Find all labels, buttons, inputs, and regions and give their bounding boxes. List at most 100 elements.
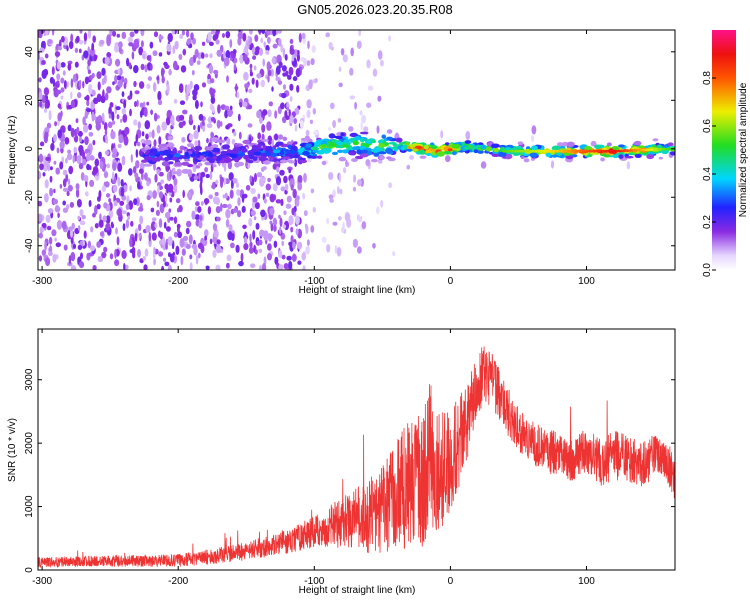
spectrogram-cell bbox=[225, 50, 231, 59]
spectrogram-cell bbox=[193, 84, 200, 91]
spectrogram-cell bbox=[301, 252, 307, 261]
spectrogram-ridge-core bbox=[583, 149, 590, 153]
spectrogram-cell bbox=[133, 38, 140, 49]
spectrogram-cell bbox=[294, 215, 300, 225]
spectrogram-cell bbox=[233, 63, 237, 71]
spectrogram-cell bbox=[66, 153, 73, 161]
spectrogram-cell bbox=[219, 176, 224, 184]
spectrogram-cell bbox=[349, 95, 356, 100]
spectrogram-ridge-cell bbox=[195, 155, 201, 158]
spectrogram-cell bbox=[377, 50, 383, 60]
spectrogram-cell bbox=[128, 42, 134, 47]
spectrogram-cell bbox=[44, 241, 47, 251]
spectrogram-cell bbox=[113, 184, 118, 193]
spectrogram-ridge-cell bbox=[287, 144, 292, 149]
spectrogram-cell bbox=[117, 79, 123, 88]
spectrogram-cell bbox=[167, 32, 173, 43]
snr-xtick-label: 100 bbox=[578, 576, 595, 587]
spectrogram-cell bbox=[46, 225, 52, 231]
spectrogram-cell bbox=[304, 223, 308, 229]
spectrogram-cell bbox=[200, 244, 205, 254]
spectrogram-cell bbox=[116, 236, 120, 246]
snr-series-line bbox=[38, 346, 675, 569]
spectrogram-cell bbox=[121, 91, 125, 98]
spectrogram-cell bbox=[81, 150, 86, 159]
spectrogram-cell bbox=[285, 203, 292, 209]
spectrogram-cell bbox=[210, 132, 215, 139]
spectrogram-ridge-cell bbox=[480, 144, 487, 150]
spectrogram-cell bbox=[265, 50, 270, 55]
spectrogram-cell bbox=[142, 256, 147, 261]
spectrogram-cell bbox=[229, 105, 233, 111]
spectrogram-cell bbox=[313, 130, 319, 136]
spectrogram-cell bbox=[240, 252, 244, 262]
spectrogram-cell bbox=[242, 54, 248, 62]
spectrogram-cell bbox=[245, 161, 249, 167]
spectrogram-ridge-core bbox=[522, 149, 529, 153]
spectrogram-cell bbox=[178, 83, 184, 93]
spectrogram-cell bbox=[206, 123, 213, 129]
spectrogram-cell bbox=[81, 215, 86, 220]
spectrogram-cell bbox=[109, 30, 113, 37]
spectrogram-cell bbox=[286, 255, 292, 261]
colorbar-ticks: 0.0 0.2 0.4 0.6 0.8 bbox=[702, 71, 716, 277]
spectrogram-cell bbox=[38, 213, 43, 222]
spectrogram-ridge-core bbox=[542, 149, 549, 153]
spectrogram-cell bbox=[158, 191, 164, 199]
spectrogram-cell bbox=[365, 159, 371, 167]
spectrogram-cell bbox=[216, 119, 221, 129]
spectrogram-ridge-cell bbox=[584, 146, 592, 151]
spectrogram-ridge-cell bbox=[354, 136, 361, 141]
spectrogram-cell bbox=[91, 42, 95, 51]
spectrogram-cell bbox=[106, 163, 111, 169]
snr-xtick-label: 0 bbox=[448, 576, 454, 587]
spectrogram-cell bbox=[310, 188, 315, 194]
spectrogram-cell bbox=[44, 99, 48, 110]
spectrogram-cell bbox=[376, 206, 380, 215]
spectrogram-cell bbox=[55, 242, 61, 248]
spectrogram-cell bbox=[161, 265, 165, 270]
spectrogram-ridge-core bbox=[559, 149, 565, 153]
spectrogram-ridge-cell bbox=[293, 154, 299, 159]
spectrogram-cell bbox=[136, 99, 139, 108]
spectrogram-ridge-cell bbox=[272, 149, 281, 154]
spectrogram-cell bbox=[326, 244, 331, 253]
spectrogram-ridge-core bbox=[608, 149, 614, 153]
spectrogram-cell bbox=[134, 232, 138, 242]
spectrogram-cell bbox=[297, 182, 303, 191]
spectrogram-cell bbox=[59, 184, 63, 189]
spectrogram-cell bbox=[182, 189, 185, 199]
spectrogram-cell bbox=[77, 244, 83, 251]
spectrogram-cell bbox=[51, 30, 55, 36]
spectrogram-ridge-cell bbox=[505, 153, 513, 160]
spectrogram-cell bbox=[108, 209, 114, 219]
spectrogram-cell bbox=[180, 65, 187, 73]
spectrogram-cell bbox=[235, 83, 238, 93]
spectrogram-cell bbox=[47, 208, 54, 214]
spectrogram-cell bbox=[215, 206, 221, 214]
spectrogram-ridge-core bbox=[538, 149, 545, 153]
spectrogram-cell bbox=[366, 102, 372, 108]
spectrogram-cell bbox=[141, 172, 144, 181]
spectrogram-cell bbox=[67, 124, 72, 132]
spectrogram-cell bbox=[104, 56, 110, 65]
spectrogram-cell bbox=[328, 127, 331, 131]
spectrogram-cell bbox=[209, 78, 215, 84]
spectrogram-cell bbox=[377, 95, 382, 102]
spectrogram-cell bbox=[197, 252, 201, 259]
spectrogram-cell bbox=[112, 120, 116, 125]
spectrogram-cell bbox=[107, 121, 113, 129]
spectrogram-cell bbox=[363, 126, 369, 132]
spectrogram-cell bbox=[267, 109, 272, 118]
spectrogram-cell bbox=[96, 241, 102, 248]
spectrogram-cell bbox=[276, 166, 280, 173]
spectrogram-cell bbox=[280, 44, 284, 53]
spectrogram-cell bbox=[135, 133, 139, 144]
spectrogram-ridge-cell bbox=[485, 146, 493, 152]
spectrogram-cell bbox=[230, 180, 234, 189]
spectrogram-cell bbox=[172, 45, 176, 54]
spectrogram-cell bbox=[287, 166, 293, 171]
spectrogram-cell bbox=[226, 137, 231, 146]
spectrogram-cell bbox=[129, 237, 133, 248]
spectrogram-cell bbox=[271, 138, 275, 148]
